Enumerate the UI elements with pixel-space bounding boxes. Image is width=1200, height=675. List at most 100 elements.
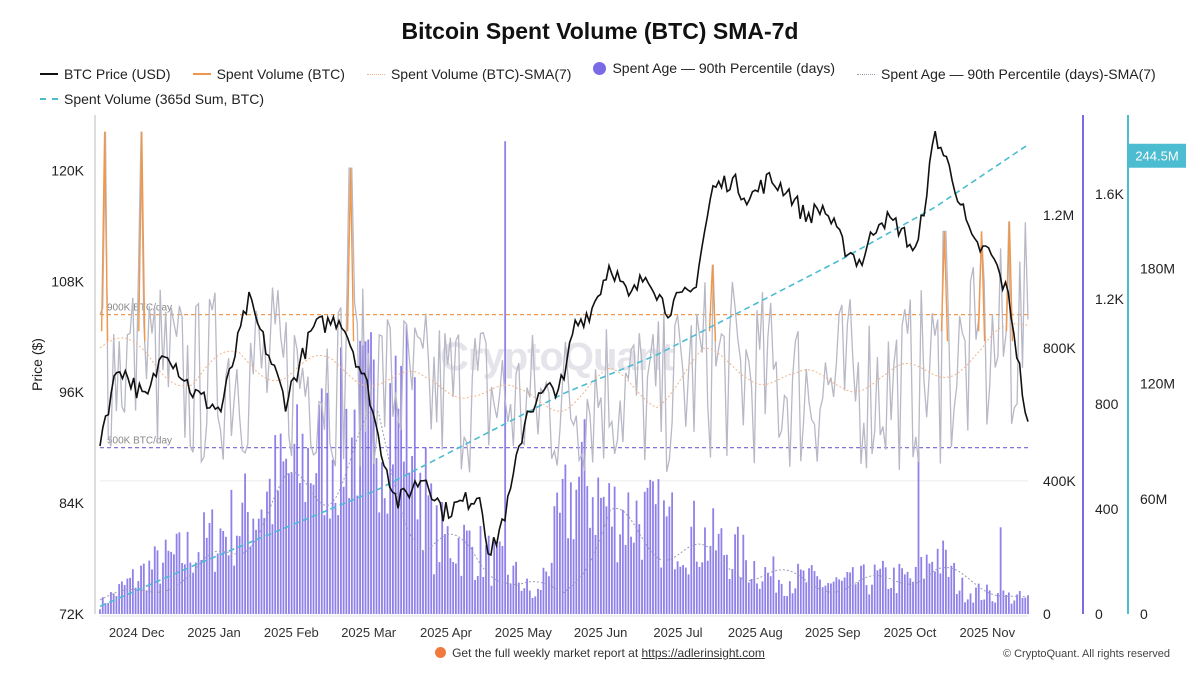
age-tick-label: 400	[1095, 501, 1119, 517]
spent-age-bar	[457, 537, 460, 614]
spent-age-bar	[950, 565, 953, 614]
spent-age-bar	[567, 538, 570, 614]
spent-age-bar	[791, 593, 794, 614]
spent-age-bar	[611, 526, 613, 614]
spent-age-bar	[553, 506, 556, 614]
spent-age-bar	[164, 539, 167, 614]
spent-age-bar	[739, 577, 742, 614]
legend-item[interactable]: Spent Age — 90th Percentile (days)	[593, 58, 835, 79]
spent-age-bar	[227, 555, 230, 614]
spent-age-bar	[756, 583, 758, 614]
spent-age-bar	[887, 588, 890, 614]
spent-age-bar	[873, 564, 876, 614]
spent-age-bar	[1018, 591, 1021, 614]
spent-age-bar	[621, 509, 624, 614]
spent-age-bar	[438, 562, 441, 614]
spent-age-bar	[939, 573, 942, 614]
spent-age-bar	[569, 482, 572, 614]
spent-age-bar	[838, 579, 841, 614]
spent-age-bar	[216, 553, 219, 614]
spent-age-bar	[687, 574, 690, 614]
spent-age-bar	[1027, 595, 1029, 614]
spent-age-bar	[975, 587, 977, 614]
spent-age-bar	[780, 583, 783, 614]
spent-age-bar	[616, 562, 619, 614]
spent-age-bar	[1002, 590, 1005, 614]
spent-age-bar	[709, 545, 712, 614]
spent-age-bar	[753, 560, 756, 614]
spent-age-bar	[671, 492, 674, 614]
spent-age-bar	[329, 518, 331, 614]
legend-item[interactable]: Spent Age — 90th Percentile (days)-SMA(7…	[857, 64, 1156, 85]
spent-age-bar	[479, 525, 482, 614]
x-tick-label: 2025 Feb	[264, 625, 319, 640]
spent-age-bar	[260, 509, 263, 614]
report-link[interactable]: https://adlerinsight.com	[641, 646, 765, 660]
spent-age-bar	[977, 583, 980, 614]
spent-age-bar	[884, 567, 887, 614]
spent-age-bar	[994, 602, 997, 614]
spent-age-bar	[715, 550, 717, 614]
spent-age-bar	[339, 347, 342, 614]
spent-age-bar	[980, 600, 983, 614]
spent-age-bar	[397, 408, 400, 614]
spent-age-bar	[944, 549, 947, 614]
spent-age-bar	[706, 560, 709, 614]
legend-item[interactable]: Spent Volume (BTC)	[192, 64, 345, 85]
x-tick-label: 2025 Jun	[574, 625, 628, 640]
spent-age-bar	[372, 359, 375, 614]
spent-age-bar	[134, 587, 137, 614]
spent-age-bar	[378, 512, 381, 614]
age-tick-label: 1.6K	[1095, 186, 1124, 202]
spent-age-bar	[496, 545, 498, 614]
spent-age-bar	[608, 483, 611, 614]
spent-age-bar	[767, 572, 769, 614]
spent-age-bar	[279, 433, 282, 614]
spent-age-bar	[720, 528, 723, 614]
spent-age-bar	[871, 584, 873, 614]
spent-age-bar	[159, 583, 162, 614]
spent-age-bar	[1013, 600, 1016, 614]
spent-age-bar	[583, 419, 586, 614]
sum-365d-line	[99, 144, 1029, 608]
spent-age-bar	[843, 577, 846, 614]
legend-item[interactable]: BTC Price (USD)	[40, 64, 171, 85]
volume-tick-label: 800K	[1043, 340, 1076, 356]
spent-age-bar	[348, 498, 351, 614]
volume-tick-label: 400K	[1043, 473, 1076, 489]
spent-volume-spike	[346, 168, 355, 342]
spent-age-bar	[903, 574, 906, 614]
spent-age-bar	[476, 575, 479, 614]
spent-age-bar	[917, 451, 920, 614]
spent-age-bar	[613, 486, 616, 614]
spent-volume-spike	[100, 131, 109, 342]
legend-item[interactable]: Spent Volume (BTC)-SMA(7)	[366, 64, 571, 85]
spent-age-bar	[181, 563, 184, 614]
spent-age-bar	[151, 569, 153, 614]
spent-age-bar	[123, 585, 126, 614]
spent-age-bar	[840, 580, 843, 614]
spent-age-bar	[550, 562, 553, 614]
spent-volume-line	[99, 131, 1029, 473]
spent-age-bar	[271, 524, 274, 614]
spent-age-bar	[235, 535, 238, 614]
spent-age-bar	[312, 484, 315, 614]
spent-age-bar	[819, 579, 821, 614]
spent-age-bar	[654, 504, 657, 614]
legend-item[interactable]: Spent Volume (365d Sum, BTC)	[40, 89, 264, 110]
spent-age-bar	[301, 433, 304, 614]
spent-age-bar	[704, 527, 706, 614]
spent-age-bar	[252, 518, 255, 614]
spent-age-bar	[983, 599, 986, 614]
spent-age-bar	[504, 141, 507, 614]
price-tick-label: 120K	[51, 162, 84, 178]
spent-age-bar	[747, 582, 750, 614]
spent-age-bar	[331, 459, 334, 614]
spent-age-bar	[249, 546, 252, 614]
spent-volume-spike	[138, 131, 146, 342]
spent-age-bar	[988, 590, 991, 614]
spent-age-bar	[307, 447, 309, 614]
spent-age-bar	[679, 566, 682, 614]
spent-age-bar	[517, 582, 520, 614]
spent-age-bar	[361, 345, 364, 614]
